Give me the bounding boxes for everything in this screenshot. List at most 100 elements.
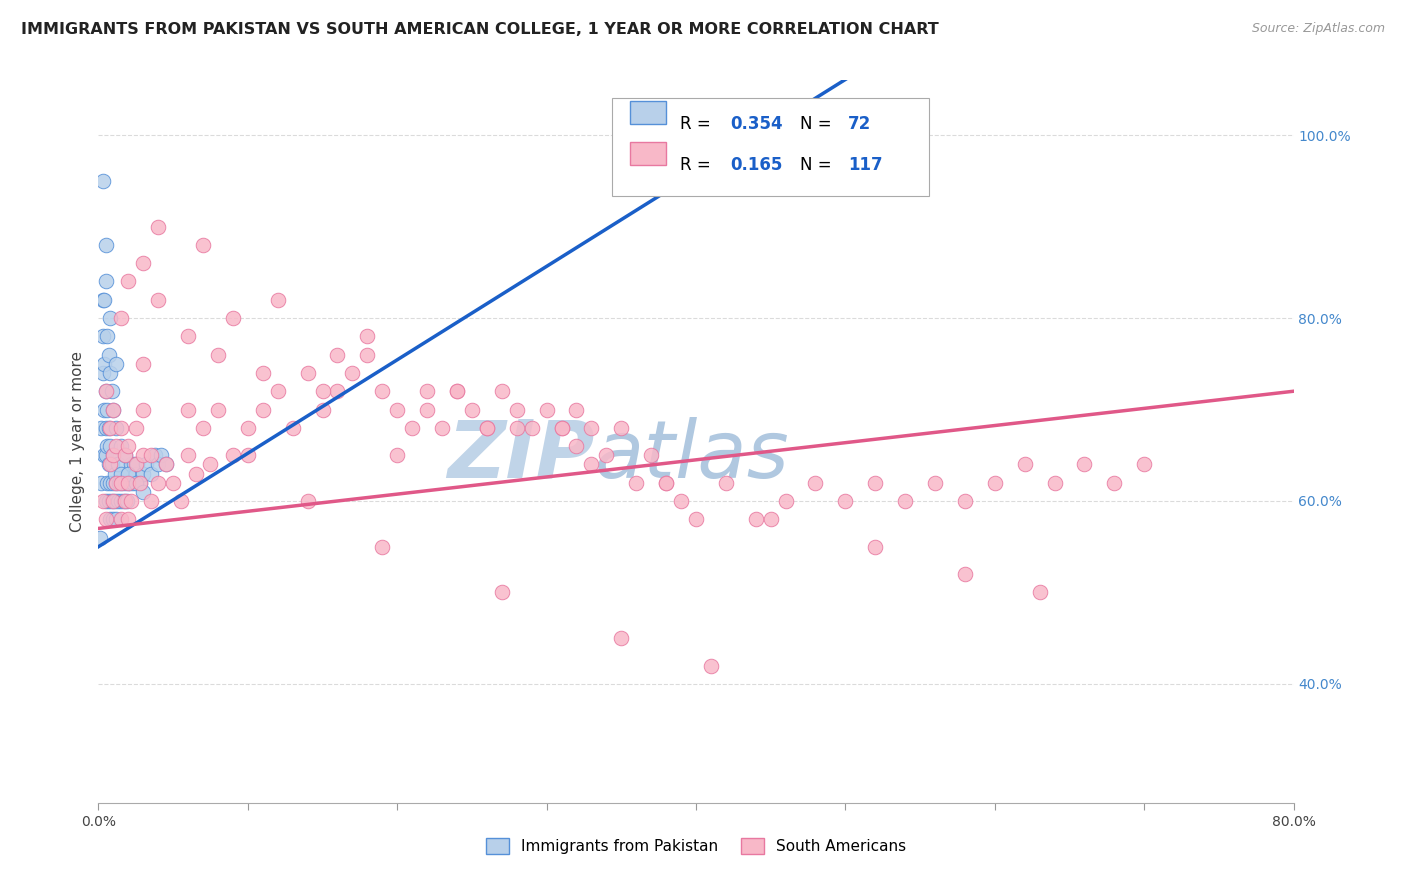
- Point: [565, 439, 588, 453]
- Point: [1073, 458, 1095, 472]
- Point: [610, 631, 633, 645]
- Point: [148, 475, 170, 490]
- Point: [655, 475, 678, 490]
- Point: [94, 384, 117, 399]
- Point: [96, 402, 118, 417]
- Point: [110, 475, 132, 490]
- Point: [371, 384, 394, 399]
- Point: [97, 458, 120, 472]
- Point: [105, 475, 128, 490]
- Point: [207, 348, 229, 362]
- Point: [148, 219, 170, 234]
- Point: [104, 494, 127, 508]
- Point: [114, 448, 136, 462]
- Point: [94, 512, 117, 526]
- Point: [804, 475, 827, 490]
- Point: [139, 494, 162, 508]
- Point: [105, 357, 128, 371]
- Point: [98, 366, 122, 380]
- Point: [125, 467, 148, 481]
- Point: [184, 467, 207, 481]
- Point: [117, 439, 139, 453]
- Text: Source: ZipAtlas.com: Source: ZipAtlas.com: [1251, 22, 1385, 36]
- Text: 0.354: 0.354: [731, 115, 783, 133]
- Point: [121, 475, 143, 490]
- Point: [506, 402, 529, 417]
- Point: [117, 275, 139, 289]
- Point: [127, 458, 149, 472]
- Point: [94, 238, 117, 252]
- Point: [107, 494, 129, 508]
- Point: [655, 475, 678, 490]
- Point: [125, 475, 148, 490]
- Point: [356, 348, 378, 362]
- Text: 72: 72: [848, 115, 870, 133]
- Point: [91, 293, 114, 307]
- Point: [236, 421, 259, 435]
- Point: [143, 448, 166, 462]
- Text: 117: 117: [848, 156, 883, 174]
- Point: [953, 494, 976, 508]
- Point: [297, 366, 319, 380]
- Point: [110, 467, 132, 481]
- Point: [110, 494, 132, 508]
- Point: [177, 448, 200, 462]
- Point: [385, 448, 409, 462]
- Point: [103, 512, 125, 526]
- Point: [595, 448, 617, 462]
- Point: [550, 421, 572, 435]
- Point: [342, 366, 364, 380]
- Point: [110, 421, 132, 435]
- Point: [89, 531, 111, 545]
- Point: [177, 402, 200, 417]
- Point: [90, 475, 112, 490]
- Point: [132, 484, 155, 499]
- Point: [129, 475, 152, 490]
- Point: [105, 475, 128, 490]
- Point: [139, 448, 162, 462]
- Point: [125, 458, 148, 472]
- Point: [640, 448, 662, 462]
- Point: [865, 475, 887, 490]
- Point: [103, 448, 125, 462]
- Point: [669, 494, 692, 508]
- Point: [91, 174, 114, 188]
- Point: [236, 448, 259, 462]
- Point: [581, 421, 603, 435]
- Point: [311, 384, 333, 399]
- Y-axis label: College, 1 year or more: College, 1 year or more: [70, 351, 86, 532]
- Point: [96, 439, 118, 453]
- Point: [117, 475, 139, 490]
- Point: [97, 348, 120, 362]
- Point: [103, 448, 125, 462]
- Point: [148, 458, 170, 472]
- Point: [114, 475, 136, 490]
- Point: [491, 585, 513, 599]
- Text: 0.165: 0.165: [731, 156, 783, 174]
- Point: [118, 475, 141, 490]
- Point: [132, 467, 155, 481]
- Point: [94, 384, 117, 399]
- Point: [98, 458, 122, 472]
- Point: [475, 421, 498, 435]
- Point: [150, 448, 173, 462]
- Point: [132, 402, 155, 417]
- Point: [297, 494, 319, 508]
- Text: N =: N =: [800, 115, 831, 133]
- Point: [124, 458, 146, 472]
- Point: [475, 421, 498, 435]
- Point: [281, 421, 304, 435]
- Point: [1028, 585, 1050, 599]
- Point: [401, 421, 423, 435]
- Point: [110, 311, 132, 326]
- Point: [101, 384, 124, 399]
- Text: atlas: atlas: [595, 417, 789, 495]
- Point: [101, 494, 124, 508]
- Point: [117, 467, 139, 481]
- Point: [132, 448, 155, 462]
- Point: [98, 311, 122, 326]
- Point: [169, 494, 191, 508]
- Point: [139, 467, 162, 481]
- Point: [162, 475, 184, 490]
- FancyBboxPatch shape: [630, 142, 666, 165]
